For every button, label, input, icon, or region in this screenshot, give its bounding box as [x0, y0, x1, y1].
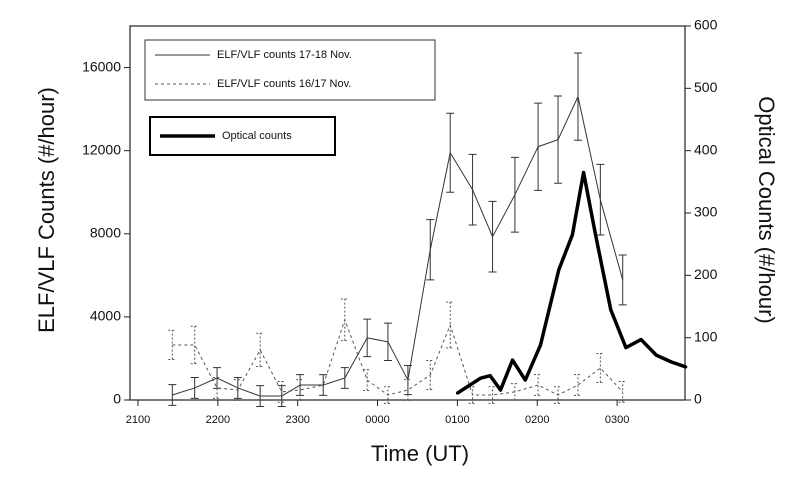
error-bar: [488, 386, 497, 404]
y2-tick-label: 300: [694, 204, 718, 220]
error-bar: [554, 386, 563, 404]
legend-label: ELF/VLF counts 16/17 Nov.: [217, 78, 351, 90]
error-bar: [573, 374, 582, 396]
point: [582, 170, 586, 174]
point: [654, 353, 658, 357]
point: [669, 360, 673, 364]
x-tick-label: 2200: [206, 414, 230, 426]
x-axis-label: Time (UT): [371, 441, 469, 466]
point: [609, 308, 613, 312]
y2-tick-label: 500: [694, 79, 718, 95]
y-tick-label: 0: [113, 391, 121, 407]
point: [557, 268, 561, 272]
point: [523, 378, 527, 382]
series-line: [456, 170, 687, 395]
x-tick-label: 2100: [126, 414, 150, 426]
error-bar: [340, 298, 349, 342]
legend-box: [144, 39, 436, 101]
error-bar: [596, 352, 605, 384]
point: [499, 388, 503, 392]
error-bar: [618, 254, 627, 306]
point: [488, 374, 492, 378]
y2-tick-label: 200: [694, 266, 718, 282]
point: [570, 233, 574, 237]
error-bar: [190, 325, 199, 365]
series-line: [172, 319, 624, 396]
y-tick-label: 4000: [90, 308, 121, 324]
x-tick-label: 0100: [445, 414, 469, 426]
error-bar: [403, 379, 412, 401]
error-bar: [534, 374, 543, 396]
y2-tick-label: 0: [694, 391, 702, 407]
error-bar: [383, 386, 392, 404]
error-bar: [468, 386, 477, 404]
y2-axis-label: Optical Counts (#/hour): [754, 96, 779, 323]
error-bar: [319, 374, 328, 396]
point: [639, 338, 643, 342]
error-bar: [446, 112, 455, 193]
x-tick-label: 2300: [285, 414, 309, 426]
y2-tick-label: 400: [694, 141, 718, 157]
error-bar: [233, 379, 242, 401]
error-bar: [446, 301, 455, 349]
error-bar: [363, 318, 372, 358]
error-bar: [510, 156, 519, 233]
point: [594, 233, 598, 237]
point: [511, 358, 515, 362]
error-bar: [554, 95, 563, 184]
error-bar: [426, 219, 435, 281]
y-tick-label: 12000: [82, 141, 121, 157]
y-tick-label: 8000: [90, 224, 121, 240]
legend-label: Optical counts: [222, 130, 292, 142]
y2-tick-label: 100: [694, 328, 718, 344]
x-tick-label: 0300: [605, 414, 629, 426]
x-tick-label: 0000: [365, 414, 389, 426]
error-bar: [340, 367, 349, 389]
point: [684, 365, 688, 369]
error-bar: [573, 52, 582, 141]
error-bar: [363, 369, 372, 391]
error-bar: [213, 377, 222, 399]
y2-tick-label: 600: [694, 17, 718, 33]
error-bar: [296, 379, 305, 401]
error-bar: [426, 360, 435, 391]
point: [624, 346, 628, 350]
error-bar: [168, 329, 177, 360]
y-axis-label: ELF/VLF Counts (#/hour): [34, 87, 59, 333]
error-bar: [277, 381, 286, 403]
error-bar: [256, 332, 265, 368]
point: [538, 343, 542, 347]
x-tick-label: 0200: [525, 414, 549, 426]
error-bar: [256, 385, 265, 407]
error-bar: [534, 102, 543, 191]
error-bar: [510, 383, 519, 401]
y-tick-label: 16000: [82, 58, 121, 74]
error-bar: [468, 153, 477, 226]
error-bar: [618, 381, 627, 403]
error-bar: [596, 163, 605, 236]
point: [479, 376, 483, 380]
error-bar: [190, 377, 199, 399]
legend-label: ELF/VLF counts 17-18 Nov.: [217, 49, 352, 61]
error-bar: [383, 322, 392, 362]
error-bar: [168, 384, 177, 406]
error-bar: [488, 200, 497, 273]
series-line: [172, 96, 624, 397]
point: [455, 391, 459, 395]
